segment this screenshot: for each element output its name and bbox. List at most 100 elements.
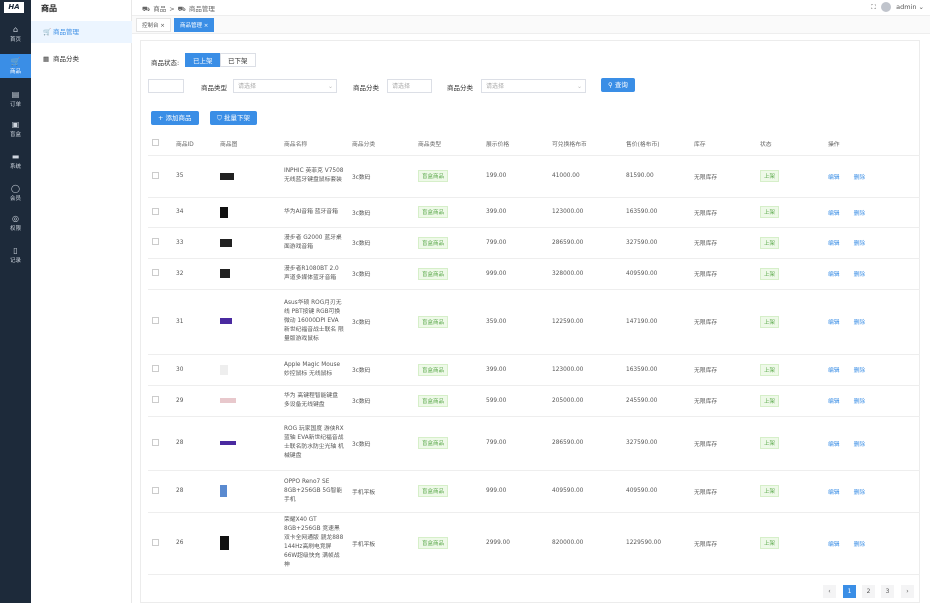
category-input[interactable]: 请选择 <box>387 79 432 93</box>
rail-item-label: 订单 <box>9 102 21 108</box>
tab-product-manage[interactable]: 商品管理 × <box>174 18 215 32</box>
rail-item-member[interactable]: ◯ 会员 <box>0 181 31 205</box>
edit-button[interactable]: 编辑 <box>828 174 840 181</box>
select-cell <box>148 385 172 417</box>
row-checkbox[interactable] <box>152 438 159 446</box>
column-header: 操作 <box>824 133 920 156</box>
select-all-checkbox[interactable] <box>152 139 159 147</box>
display-price: 799.00 <box>482 416 548 471</box>
edit-button[interactable]: 编辑 <box>828 272 840 278</box>
rail-item-product[interactable]: 🛒 商品 <box>0 54 31 78</box>
pager-page-2[interactable]: 2 <box>862 585 875 598</box>
thumb-cell <box>216 385 280 417</box>
row-checkbox[interactable] <box>152 365 159 372</box>
status-on-button[interactable]: 已上架 <box>185 53 221 67</box>
category-placeholder: 请选择 <box>392 83 411 90</box>
avatar[interactable] <box>881 2 892 12</box>
rail-item-blindbox[interactable]: ▣ 盲盒 <box>0 117 31 141</box>
rail-item-system[interactable]: ▬ 系统 <box>0 149 31 173</box>
row-checkbox[interactable] <box>152 207 159 215</box>
product-type-badge: 盲盒商品 <box>418 315 449 328</box>
delete-button[interactable]: 删除 <box>853 241 866 247</box>
delete-button[interactable]: 删除 <box>853 210 866 217</box>
product-name-text: Asus华硕 ROG月刃无线 PBT按键 RGB可换微动 16000DPI EV… <box>284 300 344 342</box>
status-off-button[interactable]: 已下架 <box>220 53 256 67</box>
pager-prev-button[interactable]: ‹ <box>823 585 836 598</box>
close-icon[interactable]: × <box>160 23 165 29</box>
column-header: 商品图 <box>216 133 280 156</box>
row-checkbox[interactable] <box>152 238 159 245</box>
row-checkbox[interactable] <box>152 317 159 324</box>
actions-cell: 编辑 删除 <box>824 512 920 575</box>
edit-button[interactable]: 编辑 <box>828 210 840 217</box>
delete-button[interactable]: 删除 <box>853 489 866 496</box>
thumb-cell <box>216 416 280 471</box>
product-id: 29 <box>172 385 216 417</box>
select-cell <box>148 354 172 386</box>
submenu-item-product-manage[interactable]: 🛒 商品管理 <box>31 21 132 43</box>
delete-button[interactable]: 删除 <box>853 399 866 405</box>
add-product-button[interactable]: + 添加商品 <box>151 111 199 125</box>
cart-icon: ⛟ <box>177 5 186 13</box>
chevron-down-icon[interactable]: ⌄ <box>918 3 924 11</box>
row-checkbox[interactable] <box>152 486 159 494</box>
close-icon[interactable]: × <box>203 23 209 29</box>
delete-button[interactable]: 删除 <box>853 541 866 548</box>
stock: 无限库存 <box>690 385 756 417</box>
thumb-cell <box>216 470 280 513</box>
product-name-input[interactable] <box>148 79 184 93</box>
display-price: 999.00 <box>482 258 548 290</box>
row-checkbox[interactable] <box>152 171 159 179</box>
breadcrumb: ⛟ 商品 > ⛟ 商品管理 <box>142 3 218 14</box>
product-type-badge: 盲盒商品 <box>418 363 449 376</box>
type-cell: 盲盒商品 <box>414 512 482 575</box>
category2-label: 商品分类 <box>447 84 473 92</box>
submenu-item-product-category[interactable]: ▦ 商品分类 <box>31 48 132 70</box>
edit-button[interactable]: 编辑 <box>828 241 840 247</box>
submenu-item-label: 商品分类 <box>53 55 79 63</box>
type-label: 商品类型 <box>201 84 227 92</box>
pager-next-button[interactable]: › <box>901 585 914 598</box>
product-type-badge: 盲盒商品 <box>418 206 449 218</box>
tab-dashboard[interactable]: 控制台 × <box>136 18 171 32</box>
sale-price: 327590.00 <box>622 416 690 471</box>
row-checkbox[interactable] <box>152 396 159 403</box>
permission-icon: ◎ <box>12 214 19 223</box>
product-name-text: 华为AI音箱 蓝牙音箱 <box>284 208 338 215</box>
edit-button[interactable]: 编辑 <box>828 441 840 448</box>
row-checkbox[interactable] <box>152 269 159 276</box>
product-category: 3c数码 <box>348 354 414 386</box>
pager-page-1[interactable]: 1 <box>843 585 856 598</box>
delete-button[interactable]: 删除 <box>853 441 866 448</box>
search-button[interactable]: ⚲ 查询 <box>601 78 635 92</box>
category2-select[interactable]: 请选择 ⌄ <box>481 79 586 93</box>
rail-item-home[interactable]: ⌂ 首页 <box>0 22 31 46</box>
rail-item-record[interactable]: ▯ 记录 <box>0 243 31 267</box>
product-name: INPHIC 英菲克 V7508 无线蓝牙键盘鼠标套装 <box>280 155 348 198</box>
username[interactable]: admin <box>896 3 917 11</box>
edit-button[interactable]: 编辑 <box>828 368 840 374</box>
delete-button[interactable]: 删除 <box>853 174 866 181</box>
delete-button[interactable]: 删除 <box>853 368 866 374</box>
row-checkbox[interactable] <box>152 538 159 546</box>
fullscreen-icon[interactable]: ⛶ <box>871 3 876 11</box>
edit-button[interactable]: 编辑 <box>828 320 840 326</box>
delete-button[interactable]: 删除 <box>853 320 866 326</box>
sale-price: 245590.00 <box>622 385 690 417</box>
breadcrumb-item[interactable]: 商品 <box>153 5 167 13</box>
edit-button[interactable]: 编辑 <box>828 399 840 405</box>
batch-offshelf-button[interactable]: ⛉ 批量下架 <box>210 111 257 125</box>
edit-button[interactable]: 编辑 <box>828 489 840 496</box>
delete-button[interactable]: 删除 <box>853 272 866 278</box>
edit-button[interactable]: 编辑 <box>828 541 840 548</box>
rail-item-order[interactable]: ▤ 订单 <box>0 87 31 111</box>
pager-page-3[interactable]: 3 <box>881 585 894 598</box>
sale-price: 409590.00 <box>622 258 690 290</box>
table-row: 32 漫步者R1080BT 2.0声道多媒体蓝牙音箱 3c数码 盲盒商品 999… <box>148 258 920 290</box>
sale-price: 163590.00 <box>622 354 690 386</box>
status-badge: 上架 <box>760 236 780 249</box>
type-select[interactable]: 请选择 ⌄ <box>233 79 337 93</box>
product-category: 3c数码 <box>348 416 414 471</box>
blindbox-icon: ▣ <box>11 120 20 129</box>
rail-item-permission[interactable]: ◎ 权限 <box>0 211 31 235</box>
